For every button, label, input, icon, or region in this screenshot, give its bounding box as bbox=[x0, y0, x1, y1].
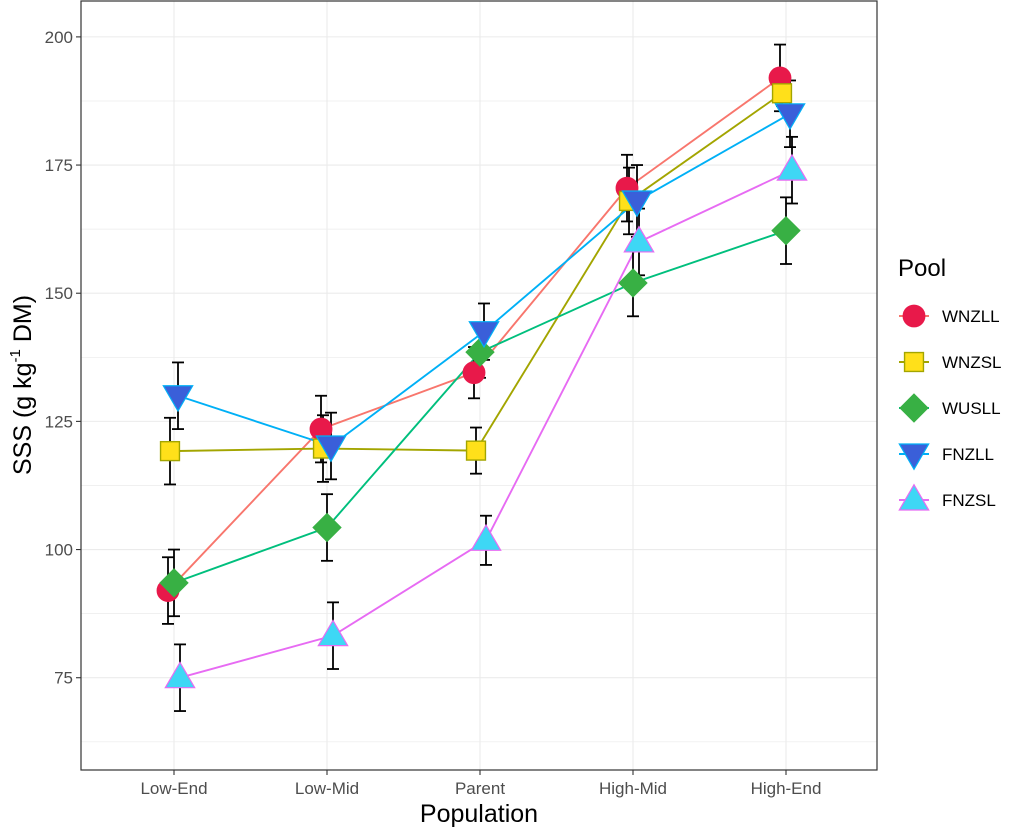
y-tick-label: 75 bbox=[54, 669, 73, 688]
y-tick-label: 150 bbox=[45, 284, 73, 303]
marker-fnzsl bbox=[470, 523, 502, 551]
panel-border bbox=[80, 0, 878, 771]
y-tick-label: 125 bbox=[45, 412, 73, 431]
legend-key-marker bbox=[899, 393, 929, 423]
marker-wnzsl bbox=[159, 440, 181, 462]
marker-wnzsl bbox=[465, 440, 487, 461]
y-axis-title-main: SSS (g kg bbox=[9, 362, 37, 475]
marker-fnzsl bbox=[776, 153, 808, 181]
legend-label: FNZSL bbox=[942, 491, 996, 510]
y-axis-title-suffix: DM) bbox=[9, 295, 37, 349]
y-axis-title-superscript: -1 bbox=[7, 349, 24, 362]
marker-wusll bbox=[771, 215, 801, 246]
x-tick-label: High-Mid bbox=[599, 779, 667, 798]
marker-fnzll bbox=[621, 190, 653, 218]
x-axis-title: Population bbox=[420, 800, 538, 828]
marker-wusll bbox=[312, 512, 342, 543]
markers bbox=[156, 66, 808, 689]
legend-key-marker bbox=[903, 351, 925, 373]
legend: Pool WNZLL WNZSL WUSLL FNZLL FNZSL bbox=[898, 255, 1002, 511]
legend-item-fnzsl: FNZSL bbox=[898, 483, 996, 511]
marker-wusll bbox=[159, 568, 189, 598]
marker-fnzsl bbox=[623, 225, 655, 253]
marker-wnzsl bbox=[771, 83, 793, 104]
marker-fnzll bbox=[315, 435, 347, 463]
x-tick-label: High-End bbox=[751, 779, 822, 798]
legend-item-wnzll: WNZLL bbox=[899, 304, 1000, 328]
marker-fnzll bbox=[774, 103, 806, 131]
legend-label: WNZLL bbox=[942, 307, 1000, 326]
marker-wusll bbox=[465, 337, 495, 367]
marker-fnzll bbox=[468, 321, 500, 349]
legend-key-marker bbox=[898, 483, 930, 511]
marker-fnzsl bbox=[317, 619, 349, 647]
x-tick-label: Low-End bbox=[140, 779, 207, 798]
y-tick-label: 175 bbox=[45, 156, 73, 175]
marker-wusll bbox=[618, 268, 648, 298]
legend-item-fnzll: FNZLL bbox=[898, 443, 994, 471]
x-tick-label: Low-Mid bbox=[295, 779, 359, 798]
legend-label: WNZSL bbox=[942, 353, 1002, 372]
marker-wnzll bbox=[462, 361, 486, 385]
marker-fnzsl bbox=[164, 661, 196, 689]
legend-items: WNZLL WNZSL WUSLL FNZLL FNZSL bbox=[898, 304, 1002, 511]
y-axis-title: SSS (g kg-1 DM) bbox=[7, 295, 37, 475]
y-tick-label: 200 bbox=[45, 28, 73, 47]
marker-fnzll bbox=[162, 385, 194, 413]
legend-label: WUSLL bbox=[942, 399, 1001, 418]
legend-item-wusll: WUSLL bbox=[899, 393, 1001, 423]
legend-key-marker bbox=[902, 304, 926, 328]
legend-item-wnzsl: WNZSL bbox=[899, 351, 1002, 373]
axes: 75 100 125 150 175 200 Low-End Low-Mid Parent Hig… bbox=[45, 28, 822, 798]
x-tick-label: Parent bbox=[455, 779, 505, 798]
legend-label: FNZLL bbox=[942, 445, 994, 464]
legend-key-marker bbox=[898, 443, 930, 471]
legend-title: Pool bbox=[898, 255, 946, 282]
y-tick-label: 100 bbox=[45, 541, 73, 560]
